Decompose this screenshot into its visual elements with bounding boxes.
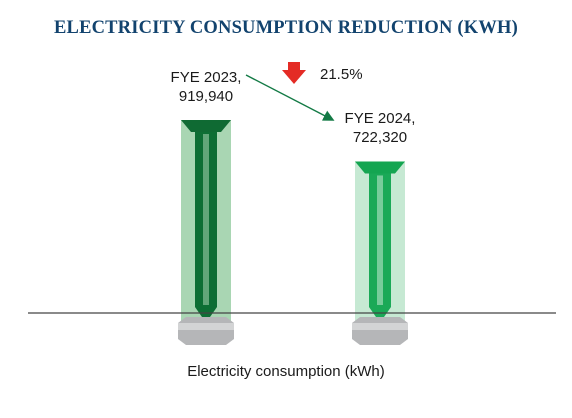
change-connector-arrow [245, 74, 335, 121]
decrease-arrow-icon [282, 62, 306, 84]
bar-core-tip [195, 307, 217, 317]
bar-value-label: 722,320 [352, 129, 408, 147]
base-hexagon [352, 317, 408, 345]
base-highlight [178, 323, 234, 330]
bar-label-fye-2023: FYE 2023, 919,940 [156, 68, 256, 106]
bar-0 [181, 120, 231, 325]
reduction-percent-label: 21.5% [320, 66, 363, 83]
bar-cap [181, 120, 231, 132]
bar-category-label: FYE 2023, [170, 69, 242, 86]
x-axis-label: Electricity consumption (kWh) [187, 363, 385, 380]
bar-category-label: FYE 2024, [344, 110, 416, 128]
base-hexagon [178, 317, 234, 345]
bar-core-tip [369, 307, 391, 317]
bar-base-block [352, 317, 408, 345]
base-highlight [352, 323, 408, 330]
bar-value-label: 919,940 [178, 88, 234, 105]
bar-core-highlight [203, 134, 209, 305]
bar-base-block [178, 317, 234, 345]
chart-title: ELECTRICITY CONSUMPTION REDUCTION (KWH) [53, 18, 518, 38]
bar-core-highlight [377, 175, 383, 305]
bar-1 [355, 161, 405, 325]
bar-label-fye-2024: FYE 2024, 722,320 [330, 109, 430, 147]
bar-cap [355, 161, 405, 174]
